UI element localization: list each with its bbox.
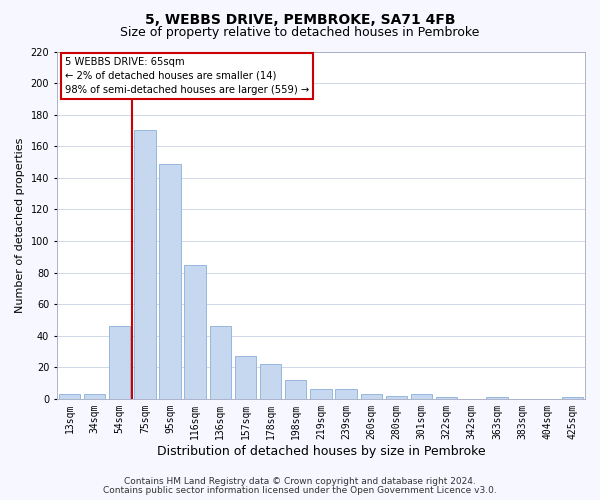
Bar xyxy=(59,394,80,399)
Bar xyxy=(562,398,583,399)
Bar xyxy=(184,264,206,399)
Bar xyxy=(310,390,332,399)
Bar xyxy=(335,390,357,399)
Bar xyxy=(260,364,281,399)
Bar xyxy=(436,398,457,399)
Bar xyxy=(209,326,231,399)
Bar xyxy=(134,130,155,399)
Y-axis label: Number of detached properties: Number of detached properties xyxy=(15,138,25,313)
Bar xyxy=(411,394,432,399)
Text: 5, WEBBS DRIVE, PEMBROKE, SA71 4FB: 5, WEBBS DRIVE, PEMBROKE, SA71 4FB xyxy=(145,12,455,26)
X-axis label: Distribution of detached houses by size in Pembroke: Distribution of detached houses by size … xyxy=(157,444,485,458)
Bar xyxy=(486,398,508,399)
Bar xyxy=(235,356,256,399)
Text: Contains HM Land Registry data © Crown copyright and database right 2024.: Contains HM Land Registry data © Crown c… xyxy=(124,477,476,486)
Bar xyxy=(160,164,181,399)
Bar xyxy=(361,394,382,399)
Bar xyxy=(84,394,105,399)
Text: Size of property relative to detached houses in Pembroke: Size of property relative to detached ho… xyxy=(121,26,479,39)
Text: Contains public sector information licensed under the Open Government Licence v3: Contains public sector information licen… xyxy=(103,486,497,495)
Bar xyxy=(109,326,130,399)
Bar xyxy=(386,396,407,399)
Text: 5 WEBBS DRIVE: 65sqm
← 2% of detached houses are smaller (14)
98% of semi-detach: 5 WEBBS DRIVE: 65sqm ← 2% of detached ho… xyxy=(65,56,309,94)
Bar xyxy=(285,380,307,399)
